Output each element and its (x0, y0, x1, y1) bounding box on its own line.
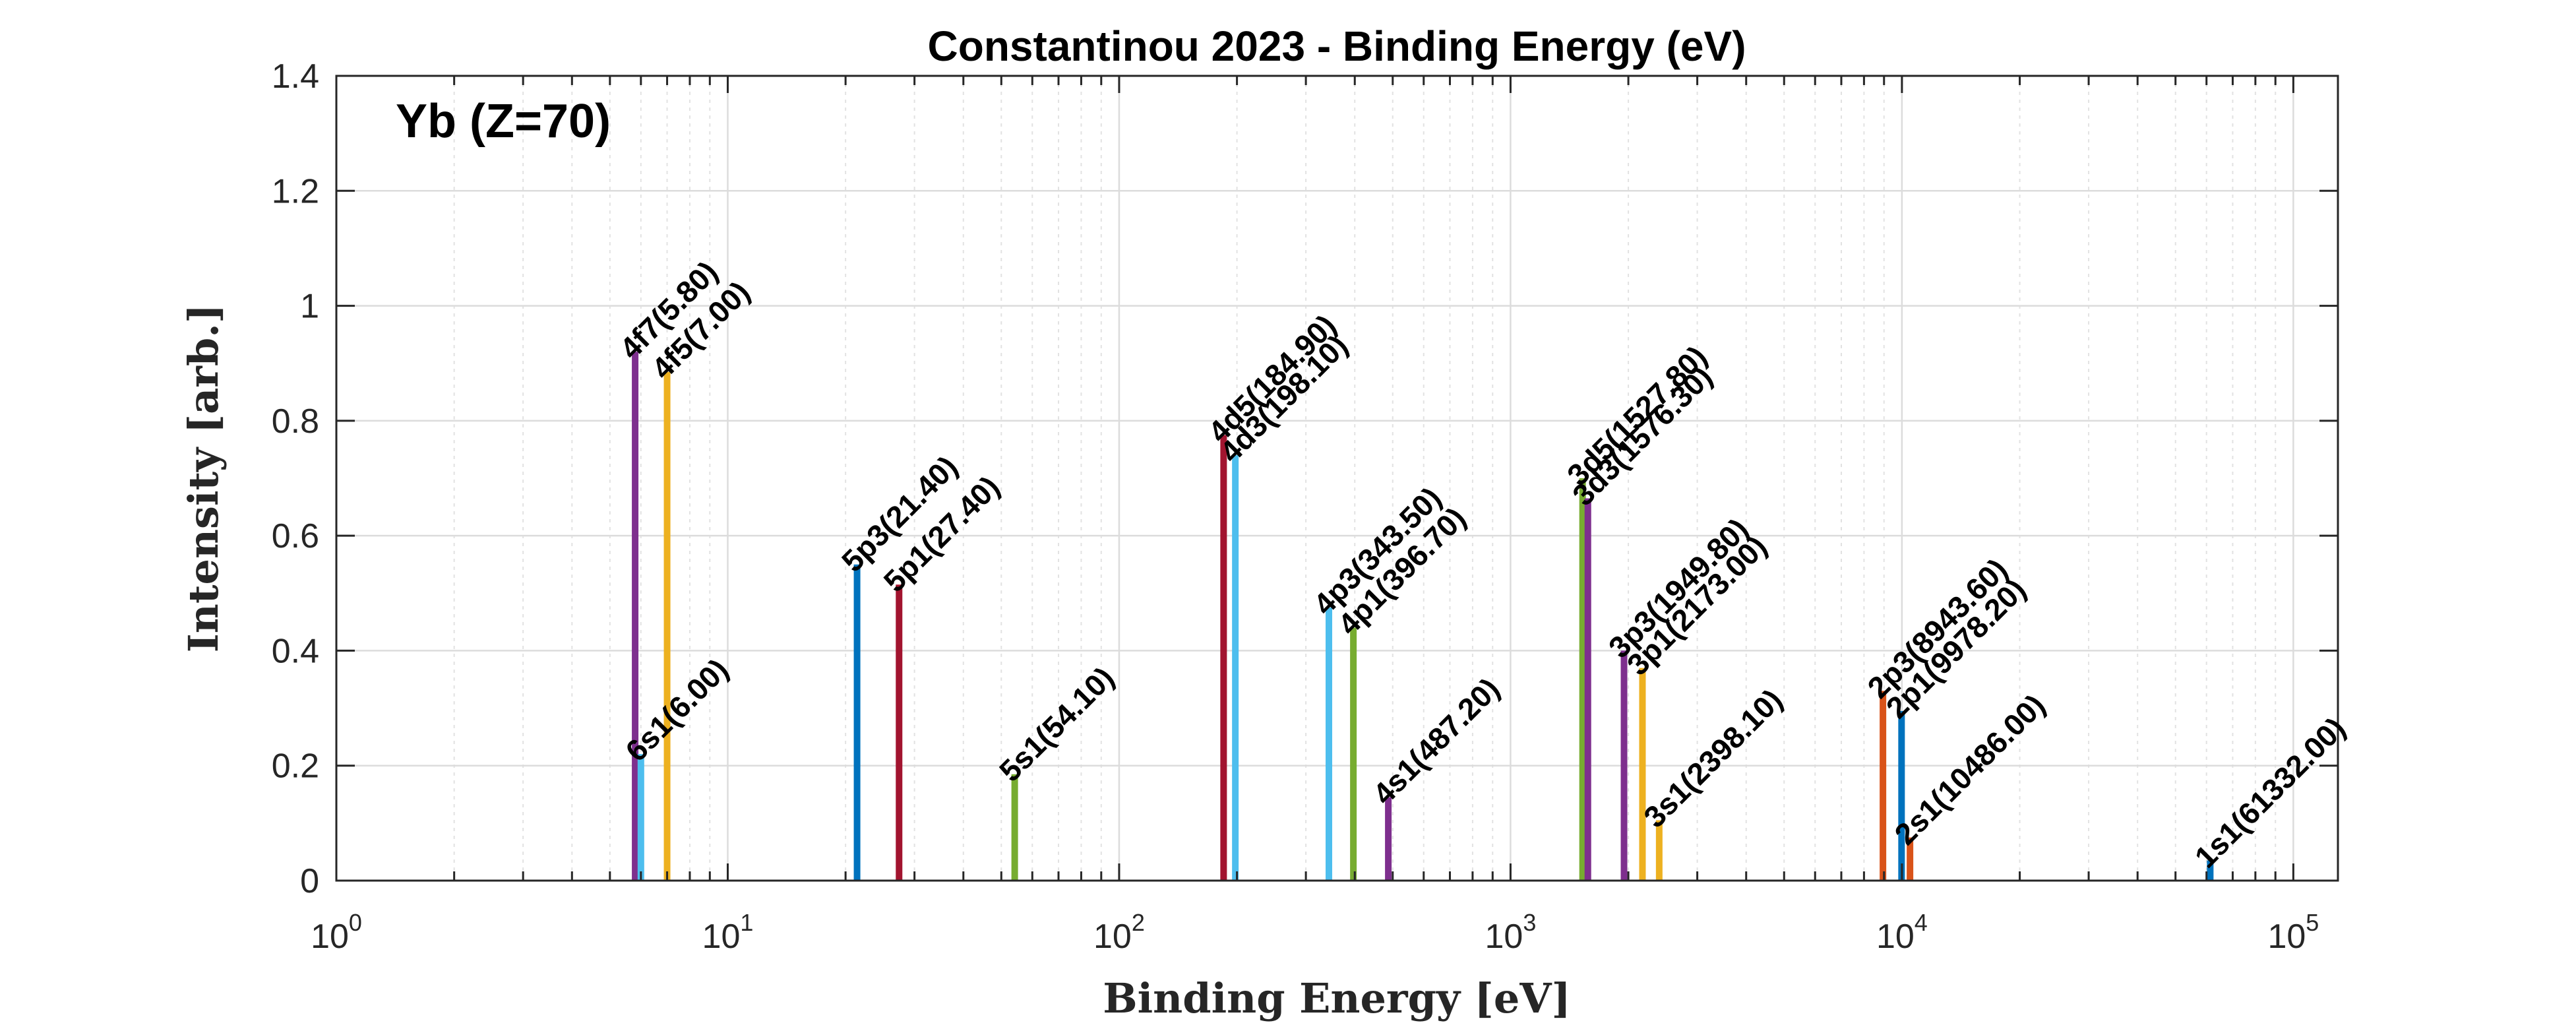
y-tick-label: 0.2 (272, 747, 319, 786)
x-tick-label: 105 (2267, 909, 2319, 956)
y-tick-label: 1.4 (272, 57, 319, 96)
x-tick-label: 103 (1485, 909, 1536, 956)
x-tick-label: 101 (702, 909, 754, 956)
y-tick-label: 1 (300, 288, 319, 326)
axes: 0 0.2 0.4 0.6 0.8 1 1.2 1.4 100 101 102 103 104 105 (272, 57, 2338, 956)
x-tick-label: 104 (1876, 909, 1928, 956)
y-tick-label: 0.8 (272, 402, 319, 441)
peak-bars (632, 352, 2214, 881)
y-axis-label: Intensity [arb.] (179, 304, 228, 652)
x-tick-label: 102 (1093, 909, 1145, 956)
y-tick-label: 0 (300, 862, 319, 900)
y-tick-label: 0.4 (272, 632, 319, 670)
x-axis-label: Binding Energy [eV] (1103, 974, 1571, 1022)
y-tick-label: 0.6 (272, 517, 319, 555)
x-tick-label: 100 (311, 909, 362, 956)
plot-frame (335, 75, 2339, 882)
element-annotation: Yb (Z=70) (396, 95, 611, 148)
y-tick-label: 1.2 (272, 172, 319, 210)
chart-title: Constantinou 2023 - Binding Energy (eV) (928, 22, 1746, 70)
